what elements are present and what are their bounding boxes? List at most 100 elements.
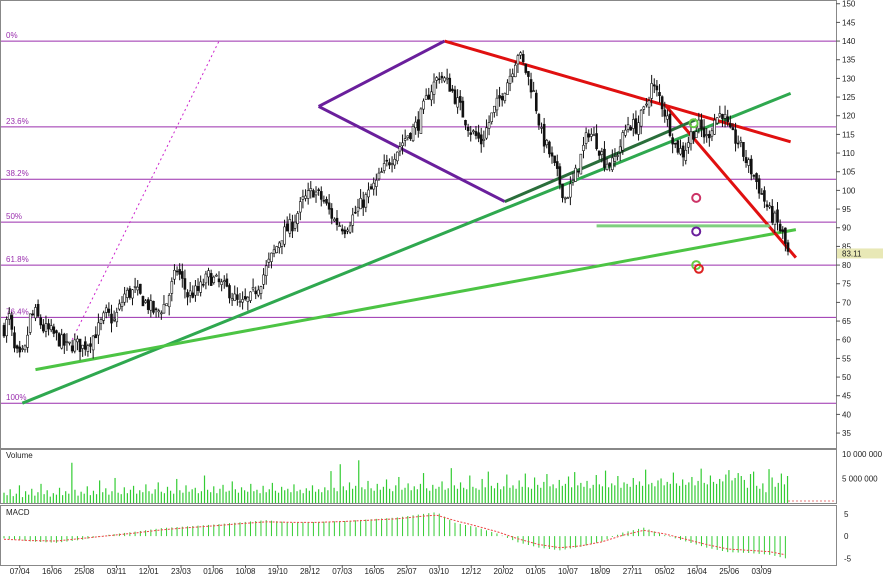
volume-bar bbox=[185, 485, 187, 503]
candle-body bbox=[516, 55, 520, 65]
candle-body bbox=[403, 138, 407, 141]
candle-body bbox=[86, 345, 90, 352]
volume-bar bbox=[12, 496, 14, 503]
volume-bar bbox=[567, 476, 570, 503]
candle-body bbox=[149, 300, 153, 311]
volume-bar bbox=[40, 483, 42, 503]
candle-body bbox=[270, 252, 273, 262]
volume-bar bbox=[321, 492, 323, 503]
candle-body bbox=[296, 213, 299, 224]
volume-bar bbox=[598, 484, 600, 503]
volume-bar bbox=[685, 484, 687, 503]
candle-body bbox=[571, 180, 575, 183]
volume-bar bbox=[364, 489, 366, 503]
volume-bar bbox=[512, 485, 514, 503]
candle-body bbox=[304, 195, 307, 199]
volume-bar bbox=[577, 485, 579, 503]
volume-bar bbox=[481, 478, 483, 503]
x-tick-label: 23/03 bbox=[171, 567, 192, 576]
volume-bar bbox=[132, 485, 135, 503]
candle-body bbox=[356, 206, 360, 212]
candle-body bbox=[222, 280, 226, 282]
candle-body bbox=[495, 97, 499, 111]
candle-body bbox=[550, 152, 554, 157]
volume-bar bbox=[160, 491, 162, 503]
volume-bar bbox=[543, 481, 545, 503]
candle-body bbox=[175, 270, 179, 273]
candle-body bbox=[251, 287, 255, 290]
candle-body bbox=[768, 205, 771, 208]
candle-body bbox=[396, 151, 399, 162]
volume-bar bbox=[614, 485, 616, 503]
volume-bar bbox=[540, 487, 542, 503]
volume-bar bbox=[197, 493, 199, 503]
volume-bar bbox=[595, 475, 597, 503]
volume-bar bbox=[169, 490, 172, 503]
volume-bar bbox=[139, 490, 141, 503]
volume-bar bbox=[18, 485, 21, 503]
candle-body bbox=[579, 153, 583, 175]
trendline bbox=[35, 228, 797, 372]
candle-body bbox=[755, 173, 758, 183]
candle-body bbox=[472, 130, 475, 133]
volume-bar bbox=[9, 489, 11, 503]
volume-bar bbox=[783, 484, 786, 503]
candle-body bbox=[647, 100, 651, 108]
volume-bar bbox=[80, 491, 82, 503]
candle-body bbox=[170, 281, 174, 294]
candle-body bbox=[97, 322, 100, 336]
volume-bar bbox=[515, 488, 517, 503]
candle-body bbox=[10, 315, 14, 330]
volume-bar bbox=[129, 489, 132, 503]
candle-body bbox=[479, 134, 483, 145]
candle-body bbox=[264, 265, 268, 277]
y-tick-label: 125 bbox=[842, 93, 856, 102]
candle-body bbox=[267, 258, 271, 263]
candle-body bbox=[626, 124, 630, 130]
candle-body bbox=[262, 274, 265, 285]
candle-body bbox=[781, 229, 785, 232]
volume-bar bbox=[722, 481, 724, 503]
volume-bar bbox=[228, 490, 230, 503]
candle-body bbox=[393, 158, 396, 166]
y-tick-label: 45 bbox=[842, 392, 851, 401]
candle-body bbox=[555, 161, 559, 169]
volume-bar bbox=[203, 475, 206, 503]
volume-bar bbox=[216, 493, 218, 503]
volume-bar bbox=[447, 488, 449, 503]
candle-body bbox=[107, 308, 111, 313]
candle-body bbox=[70, 345, 74, 352]
candle-body bbox=[217, 278, 221, 283]
volume-bar bbox=[179, 490, 181, 503]
volume-bar bbox=[561, 485, 563, 503]
candle-body bbox=[532, 90, 535, 92]
volume-title: Volume bbox=[6, 451, 33, 460]
candle-body bbox=[301, 196, 305, 200]
signal-marker bbox=[688, 118, 699, 129]
candle-body bbox=[645, 103, 648, 106]
candle-body bbox=[765, 204, 769, 207]
candle-body bbox=[238, 301, 242, 303]
volume-bar bbox=[34, 495, 36, 503]
candle-body bbox=[361, 199, 365, 208]
candle-body bbox=[125, 289, 129, 298]
fibo-label: 100% bbox=[6, 393, 26, 402]
price-panel-frame bbox=[0, 0, 837, 449]
x-tick-label: 25/08 bbox=[74, 567, 95, 576]
candle-body bbox=[241, 299, 244, 303]
volume-bar bbox=[641, 485, 644, 503]
volume-bar bbox=[277, 492, 280, 503]
candle-body bbox=[382, 163, 386, 171]
volume-bar bbox=[453, 485, 455, 503]
volume-bar bbox=[592, 484, 594, 503]
volume-bar bbox=[68, 493, 70, 503]
candle-body bbox=[784, 227, 787, 244]
volume-bar bbox=[756, 485, 758, 503]
candle-body bbox=[493, 105, 496, 113]
volume-bar bbox=[493, 488, 496, 503]
volume-bar bbox=[626, 483, 628, 503]
candle-body bbox=[566, 197, 570, 199]
volume-bar bbox=[731, 480, 733, 503]
candle-body bbox=[424, 95, 428, 100]
candle-body bbox=[469, 132, 473, 135]
